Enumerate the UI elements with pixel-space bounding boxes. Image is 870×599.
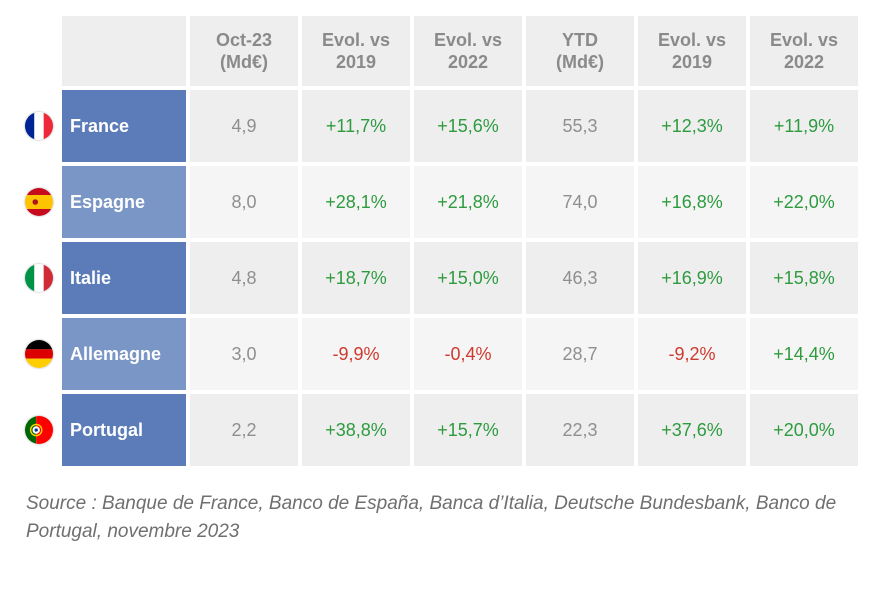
data-cell-value: +28,1% bbox=[325, 192, 387, 213]
data-cell: +11,9% bbox=[748, 88, 860, 164]
data-cell: 4,8 bbox=[188, 240, 300, 316]
italy-flag-icon bbox=[18, 240, 60, 316]
data-cell-value: +14,4% bbox=[773, 344, 835, 365]
data-cell: 28,7 bbox=[524, 316, 636, 392]
country-label: Italie bbox=[60, 240, 188, 316]
data-cell-value: +18,7% bbox=[325, 268, 387, 289]
data-cell: +16,8% bbox=[636, 164, 748, 240]
data-cell: 74,0 bbox=[524, 164, 636, 240]
column-header: Evol. vs 2019 bbox=[636, 14, 748, 88]
column-header: Oct-23 (Md€) bbox=[188, 14, 300, 88]
country-label-text: Portugal bbox=[70, 420, 143, 441]
country-label: Espagne bbox=[60, 164, 188, 240]
data-cell-value: +15,8% bbox=[773, 268, 835, 289]
country-label-text: Italie bbox=[70, 268, 111, 289]
data-cell: 55,3 bbox=[524, 88, 636, 164]
data-cell-value: +12,3% bbox=[661, 116, 723, 137]
column-header-label: Evol. vs 2019 bbox=[658, 29, 726, 74]
data-cell-value: 28,7 bbox=[562, 344, 597, 365]
data-cell: 22,3 bbox=[524, 392, 636, 468]
header-rowlabel-blank bbox=[60, 14, 188, 88]
spain-flag-icon bbox=[18, 164, 60, 240]
data-cell-value: +15,7% bbox=[437, 420, 499, 441]
data-cell-value: +15,6% bbox=[437, 116, 499, 137]
data-cell: 8,0 bbox=[188, 164, 300, 240]
data-cell: +15,6% bbox=[412, 88, 524, 164]
country-label: France bbox=[60, 88, 188, 164]
data-cell-value: 4,9 bbox=[231, 116, 256, 137]
data-cell: +22,0% bbox=[748, 164, 860, 240]
data-cell-value: 74,0 bbox=[562, 192, 597, 213]
data-cell-value: +11,7% bbox=[326, 116, 386, 137]
column-header-label: YTD (Md€) bbox=[556, 29, 604, 74]
data-cell-value: 22,3 bbox=[562, 420, 597, 441]
country-label-text: Espagne bbox=[70, 192, 145, 213]
data-cell-value: -0,4% bbox=[444, 344, 491, 365]
column-header: Evol. vs 2022 bbox=[748, 14, 860, 88]
data-cell-value: 46,3 bbox=[562, 268, 597, 289]
data-cell: +28,1% bbox=[300, 164, 412, 240]
data-cell: +14,4% bbox=[748, 316, 860, 392]
data-cell-value: +38,8% bbox=[325, 420, 387, 441]
column-header-label: Oct-23 (Md€) bbox=[216, 29, 272, 74]
data-cell-value: -9,2% bbox=[668, 344, 715, 365]
data-cell-value: +16,9% bbox=[661, 268, 723, 289]
data-cell: 2,2 bbox=[188, 392, 300, 468]
data-cell-value: +15,0% bbox=[437, 268, 499, 289]
data-cell-value: 3,0 bbox=[231, 344, 256, 365]
france-flag-icon bbox=[18, 88, 60, 164]
data-cell: -0,4% bbox=[412, 316, 524, 392]
data-cell: +21,8% bbox=[412, 164, 524, 240]
germany-flag-icon bbox=[18, 316, 60, 392]
country-label: Allemagne bbox=[60, 316, 188, 392]
data-cell-value: 8,0 bbox=[231, 192, 256, 213]
data-cell-value: +37,6% bbox=[661, 420, 723, 441]
column-header-label: Evol. vs 2022 bbox=[434, 29, 502, 74]
country-evolution-table: Oct-23 (Md€) Evol. vs 2019 Evol. vs 2022 YT… bbox=[18, 14, 852, 468]
data-cell-value: +20,0% bbox=[773, 420, 835, 441]
data-cell: -9,2% bbox=[636, 316, 748, 392]
data-cell: +20,0% bbox=[748, 392, 860, 468]
country-label-text: Allemagne bbox=[70, 344, 161, 365]
column-header-label: Evol. vs 2022 bbox=[770, 29, 838, 74]
data-cell: +11,7% bbox=[300, 88, 412, 164]
data-cell: 46,3 bbox=[524, 240, 636, 316]
data-cell: +37,6% bbox=[636, 392, 748, 468]
source-note: Source : Banque de France, Banco de Espa… bbox=[18, 490, 852, 545]
data-cell-value: 4,8 bbox=[231, 268, 256, 289]
data-cell-value: +21,8% bbox=[437, 192, 499, 213]
data-cell-value: +11,9% bbox=[774, 116, 834, 137]
data-cell: +16,9% bbox=[636, 240, 748, 316]
column-header: Evol. vs 2019 bbox=[300, 14, 412, 88]
data-cell: +18,7% bbox=[300, 240, 412, 316]
country-label: Portugal bbox=[60, 392, 188, 468]
data-cell-value: 55,3 bbox=[562, 116, 597, 137]
data-cell: +12,3% bbox=[636, 88, 748, 164]
data-cell: +15,0% bbox=[412, 240, 524, 316]
data-cell-value: +16,8% bbox=[661, 192, 723, 213]
country-label-text: France bbox=[70, 116, 129, 137]
portugal-flag-icon bbox=[18, 392, 60, 468]
data-cell-value: 2,2 bbox=[231, 420, 256, 441]
data-cell: +15,8% bbox=[748, 240, 860, 316]
data-cell-value: -9,9% bbox=[332, 344, 379, 365]
data-cell: -9,9% bbox=[300, 316, 412, 392]
column-header: YTD (Md€) bbox=[524, 14, 636, 88]
column-header: Evol. vs 2022 bbox=[412, 14, 524, 88]
column-header-label: Evol. vs 2019 bbox=[322, 29, 390, 74]
data-cell-value: +22,0% bbox=[773, 192, 835, 213]
data-cell: +15,7% bbox=[412, 392, 524, 468]
header-blank bbox=[18, 14, 60, 88]
data-cell: +38,8% bbox=[300, 392, 412, 468]
data-cell: 3,0 bbox=[188, 316, 300, 392]
data-cell: 4,9 bbox=[188, 88, 300, 164]
